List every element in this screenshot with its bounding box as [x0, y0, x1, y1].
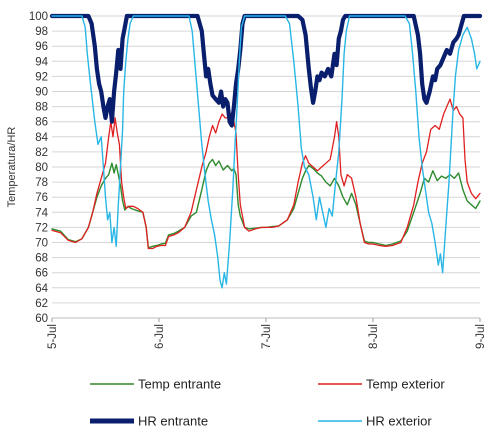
- y-tick-label: 70: [35, 238, 48, 250]
- x-tick-label: 7-Jul: [261, 324, 273, 349]
- y-tick-label: 66: [35, 268, 48, 280]
- legend: Temp entrante Temp exterior HR entrante HR …: [90, 377, 445, 429]
- y-tick-label: 94: [35, 56, 48, 68]
- series-line-temp-exterior: [51, 98, 481, 250]
- y-tick-label: 90: [35, 87, 48, 99]
- y-tick-label: 82: [35, 147, 48, 159]
- legend-item: HR exterior: [318, 414, 432, 429]
- y-tick-label: 80: [35, 162, 48, 174]
- series-line-temp-entrante: [51, 158, 481, 249]
- y-tick-label: 64: [35, 283, 48, 295]
- y-tick-label: 84: [35, 132, 48, 144]
- y-tick-label: 86: [35, 117, 48, 129]
- y-tick-label: 76: [35, 192, 48, 204]
- y-tick-label: 92: [35, 71, 48, 83]
- legend-label: HR entrante: [138, 414, 208, 429]
- y-tick-label: 72: [35, 222, 48, 234]
- legend-item: Temp entrante: [90, 377, 221, 392]
- x-tick-label: 9-Jul: [475, 324, 487, 349]
- y-tick-label: 78: [35, 177, 48, 189]
- x-tick-label: 6-Jul: [154, 324, 166, 349]
- legend-label: HR exterior: [366, 414, 432, 429]
- y-tick-label: 100: [29, 11, 48, 23]
- y-axis-ticks: 100 98 96 94 92 90 88 86 84 82 80 78 76 74 72 70 68 66 64 6…: [29, 11, 49, 325]
- y-tick-label: 96: [35, 41, 48, 53]
- y-tick-label: 98: [35, 26, 48, 38]
- legend-label: Temp exterior: [366, 377, 445, 392]
- y-axis-title: Temperatura/HR: [6, 127, 18, 208]
- x-axis-ticks: 5-Jul 6-Jul 7-Jul 8-Jul 9-Jul: [47, 317, 487, 349]
- x-tick-label: 5-Jul: [47, 324, 59, 349]
- legend-item: Temp exterior: [318, 377, 445, 392]
- series-lines: [49, 13, 483, 289]
- y-tick-label: 74: [35, 207, 48, 219]
- y-tick-label: 60: [35, 313, 48, 325]
- y-tick-label: 62: [35, 298, 48, 310]
- y-tick-label: 68: [35, 253, 48, 265]
- x-tick-label: 8-Jul: [368, 324, 380, 349]
- series-line-hr-exterior: [51, 15, 481, 289]
- legend-label: Temp entrante: [138, 377, 221, 392]
- legend-item: HR entrante: [90, 414, 208, 429]
- y-tick-label: 88: [35, 102, 48, 114]
